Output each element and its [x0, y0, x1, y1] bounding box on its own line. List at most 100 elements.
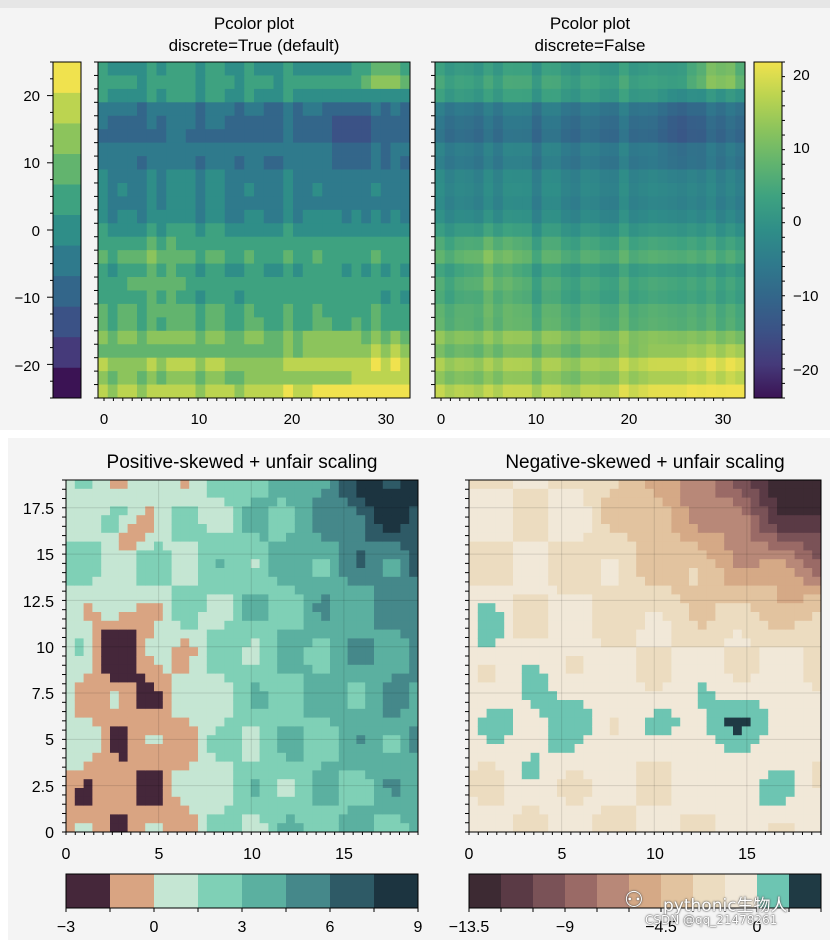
contour-cell	[189, 576, 199, 586]
contour-cell	[671, 568, 681, 578]
contour-cell	[715, 612, 725, 622]
heatmap-cell	[361, 115, 372, 130]
contour-cell	[145, 691, 155, 701]
contour-cell	[101, 726, 111, 736]
contour-cell	[609, 497, 619, 507]
contour-cell	[382, 673, 392, 683]
heatmap-cell	[205, 223, 216, 238]
heatmap-cell	[273, 115, 284, 130]
heatmap-cell	[341, 290, 352, 305]
heatmap-cell	[332, 277, 343, 291]
contour-cell	[356, 576, 366, 586]
contour-cell	[521, 761, 531, 771]
heatmap-cell	[234, 182, 245, 197]
heatmap-cell	[283, 384, 294, 399]
contour-cell	[83, 524, 93, 534]
contour-cell	[609, 638, 619, 648]
contour-cell	[548, 691, 558, 701]
heatmap-cell	[541, 62, 552, 76]
contour-cell	[469, 515, 479, 525]
contour-cell	[469, 708, 479, 718]
contour-cell	[374, 576, 384, 586]
contour-cell	[513, 770, 523, 780]
contour-cell	[127, 620, 137, 630]
contour-cell	[136, 717, 146, 727]
contour-cell	[724, 524, 734, 534]
heatmap-cell	[107, 223, 118, 238]
contour-cell	[565, 691, 575, 701]
heatmap-cell	[390, 277, 401, 291]
contour-cell	[382, 506, 392, 516]
contour-cell	[495, 708, 505, 718]
heatmap-cell	[541, 371, 552, 385]
heatmap-cell	[512, 223, 523, 238]
heatmap-cell	[473, 371, 484, 385]
contour-cell	[338, 814, 348, 824]
heatmap-cell	[322, 330, 333, 345]
contour-cell	[759, 647, 769, 657]
heatmap-cell	[483, 62, 494, 76]
heatmap-cell	[312, 182, 323, 197]
contour-cell	[592, 603, 602, 613]
heatmap-cell	[551, 357, 562, 372]
contour-cell	[724, 576, 734, 586]
heatmap-cell	[512, 317, 523, 332]
heatmap-cell	[244, 182, 255, 197]
contour-cell	[224, 708, 234, 718]
colorbar-swatch	[53, 245, 81, 277]
heatmap-cell	[522, 115, 533, 130]
contour-cell	[294, 805, 304, 815]
contour-cell	[495, 823, 505, 833]
contour-cell	[83, 612, 93, 622]
heatmap-cell	[244, 357, 255, 372]
heatmap-cell	[176, 156, 187, 170]
heatmap-cell	[146, 182, 157, 197]
heatmap-cell	[677, 371, 688, 385]
contour-cell	[321, 682, 331, 692]
heatmap-cell	[341, 62, 352, 76]
contour-cell	[189, 559, 199, 569]
heatmap-cell	[609, 102, 620, 117]
contour-cell	[636, 506, 646, 516]
contour-cell	[338, 488, 348, 498]
contour-cell	[286, 594, 296, 604]
contour-cell	[645, 568, 655, 578]
heatmap-cell	[551, 169, 562, 184]
heatmap-cell	[619, 75, 630, 90]
heatmap-cell	[312, 102, 323, 117]
contour-cell	[539, 708, 549, 718]
contour-cell	[277, 612, 287, 622]
heatmap-cell	[619, 156, 630, 170]
contour-cell	[286, 805, 296, 815]
contour-cell	[469, 673, 479, 683]
heatmap-cell	[512, 330, 523, 345]
contour-cell	[250, 682, 260, 692]
contour-cell	[294, 638, 304, 648]
contour-cell	[741, 506, 751, 516]
heatmap-cell	[493, 344, 504, 359]
contour-cell	[180, 594, 190, 604]
contour-cell	[601, 726, 611, 736]
heatmap-cell	[312, 196, 323, 211]
contour-cell	[627, 814, 637, 824]
contour-cell	[689, 761, 699, 771]
contour-cell	[101, 559, 111, 569]
contour-cell	[724, 559, 734, 569]
contour-cell	[242, 612, 252, 622]
contour-cell	[469, 559, 479, 569]
contour-cell	[548, 594, 558, 604]
contour-cell	[198, 717, 208, 727]
contour-cell	[83, 805, 93, 815]
heatmap-cell	[234, 290, 245, 305]
contour-cell	[521, 594, 531, 604]
contour-cell	[268, 814, 278, 824]
contour-cell	[706, 559, 716, 569]
contour-cell	[618, 708, 628, 718]
contour-cell	[374, 805, 384, 815]
contour-cell	[250, 524, 260, 534]
contour-cell	[242, 726, 252, 736]
contour-cell	[724, 805, 734, 815]
contour-cell	[206, 638, 216, 648]
contour-cell	[118, 576, 128, 586]
